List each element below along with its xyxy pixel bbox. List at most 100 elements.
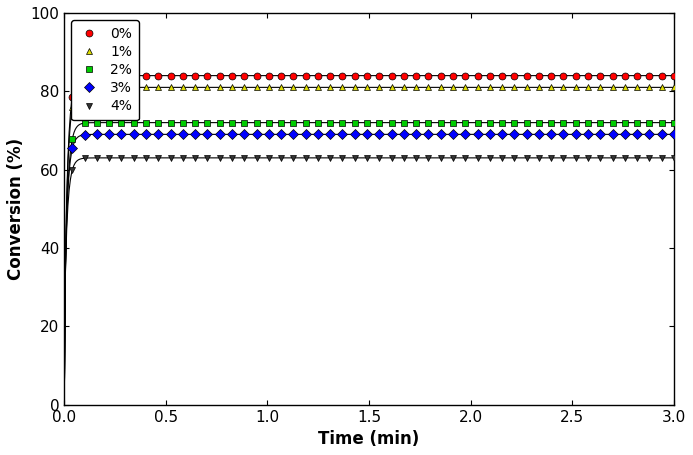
2% bbox=[314, 120, 322, 125]
2% bbox=[658, 120, 666, 125]
4% bbox=[669, 155, 678, 161]
3% bbox=[228, 131, 236, 137]
0% bbox=[412, 73, 420, 78]
2% bbox=[338, 120, 346, 125]
0% bbox=[510, 73, 518, 78]
1% bbox=[510, 85, 518, 90]
4% bbox=[130, 155, 138, 161]
2% bbox=[486, 120, 494, 125]
3% bbox=[179, 131, 187, 137]
0% bbox=[449, 73, 457, 78]
2% bbox=[461, 120, 469, 125]
3% bbox=[645, 131, 653, 137]
4% bbox=[387, 155, 396, 161]
0% bbox=[400, 73, 408, 78]
3% bbox=[166, 131, 175, 137]
0% bbox=[117, 73, 125, 78]
1% bbox=[473, 85, 482, 90]
4% bbox=[535, 155, 543, 161]
2% bbox=[596, 120, 604, 125]
0% bbox=[154, 73, 162, 78]
3% bbox=[363, 131, 371, 137]
2% bbox=[412, 120, 420, 125]
3% bbox=[142, 131, 150, 137]
1% bbox=[387, 85, 396, 90]
0% bbox=[203, 73, 211, 78]
4% bbox=[449, 155, 457, 161]
2% bbox=[535, 120, 543, 125]
3% bbox=[669, 131, 678, 137]
4% bbox=[191, 155, 200, 161]
Line: 4%: 4% bbox=[69, 154, 677, 173]
0% bbox=[93, 73, 101, 78]
4% bbox=[93, 155, 101, 161]
2% bbox=[130, 120, 138, 125]
3% bbox=[375, 131, 383, 137]
1% bbox=[130, 85, 138, 90]
4% bbox=[80, 156, 89, 161]
1% bbox=[437, 85, 445, 90]
3% bbox=[240, 131, 248, 137]
0% bbox=[669, 73, 678, 78]
X-axis label: Time (min): Time (min) bbox=[319, 430, 420, 448]
1% bbox=[633, 85, 641, 90]
1% bbox=[277, 85, 286, 90]
1% bbox=[68, 105, 76, 110]
3% bbox=[424, 131, 432, 137]
4% bbox=[228, 155, 236, 161]
0% bbox=[326, 73, 334, 78]
0% bbox=[80, 73, 89, 79]
2% bbox=[523, 120, 531, 125]
4% bbox=[363, 155, 371, 161]
Line: 0%: 0% bbox=[69, 72, 677, 100]
2% bbox=[559, 120, 568, 125]
3% bbox=[412, 131, 420, 137]
2% bbox=[584, 120, 592, 125]
4% bbox=[203, 155, 211, 161]
0% bbox=[216, 73, 224, 78]
4% bbox=[498, 155, 506, 161]
4% bbox=[375, 155, 383, 161]
2% bbox=[154, 120, 162, 125]
1% bbox=[559, 85, 568, 90]
4% bbox=[523, 155, 531, 161]
3% bbox=[130, 131, 138, 137]
0% bbox=[584, 73, 592, 78]
3% bbox=[535, 131, 543, 137]
1% bbox=[547, 85, 555, 90]
3% bbox=[338, 131, 346, 137]
1% bbox=[608, 85, 617, 90]
2% bbox=[363, 120, 371, 125]
1% bbox=[523, 85, 531, 90]
1% bbox=[363, 85, 371, 90]
2% bbox=[621, 120, 629, 125]
3% bbox=[461, 131, 469, 137]
2% bbox=[400, 120, 408, 125]
2% bbox=[93, 120, 101, 126]
1% bbox=[486, 85, 494, 90]
4% bbox=[559, 155, 568, 161]
0% bbox=[523, 73, 531, 78]
3% bbox=[473, 131, 482, 137]
3% bbox=[449, 131, 457, 137]
2% bbox=[301, 120, 310, 125]
1% bbox=[535, 85, 543, 90]
Legend: 0%, 1%, 2%, 3%, 4%: 0%, 1%, 2%, 3%, 4% bbox=[71, 20, 139, 121]
4% bbox=[277, 155, 286, 161]
1% bbox=[80, 85, 89, 91]
3% bbox=[265, 131, 273, 137]
3% bbox=[387, 131, 396, 137]
1% bbox=[228, 85, 236, 90]
1% bbox=[461, 85, 469, 90]
0% bbox=[498, 73, 506, 78]
2% bbox=[498, 120, 506, 125]
2% bbox=[608, 120, 617, 125]
4% bbox=[621, 155, 629, 161]
3% bbox=[658, 131, 666, 137]
2% bbox=[277, 120, 286, 125]
1% bbox=[265, 85, 273, 90]
1% bbox=[142, 85, 150, 90]
2% bbox=[80, 120, 89, 126]
4% bbox=[68, 167, 76, 172]
2% bbox=[633, 120, 641, 125]
